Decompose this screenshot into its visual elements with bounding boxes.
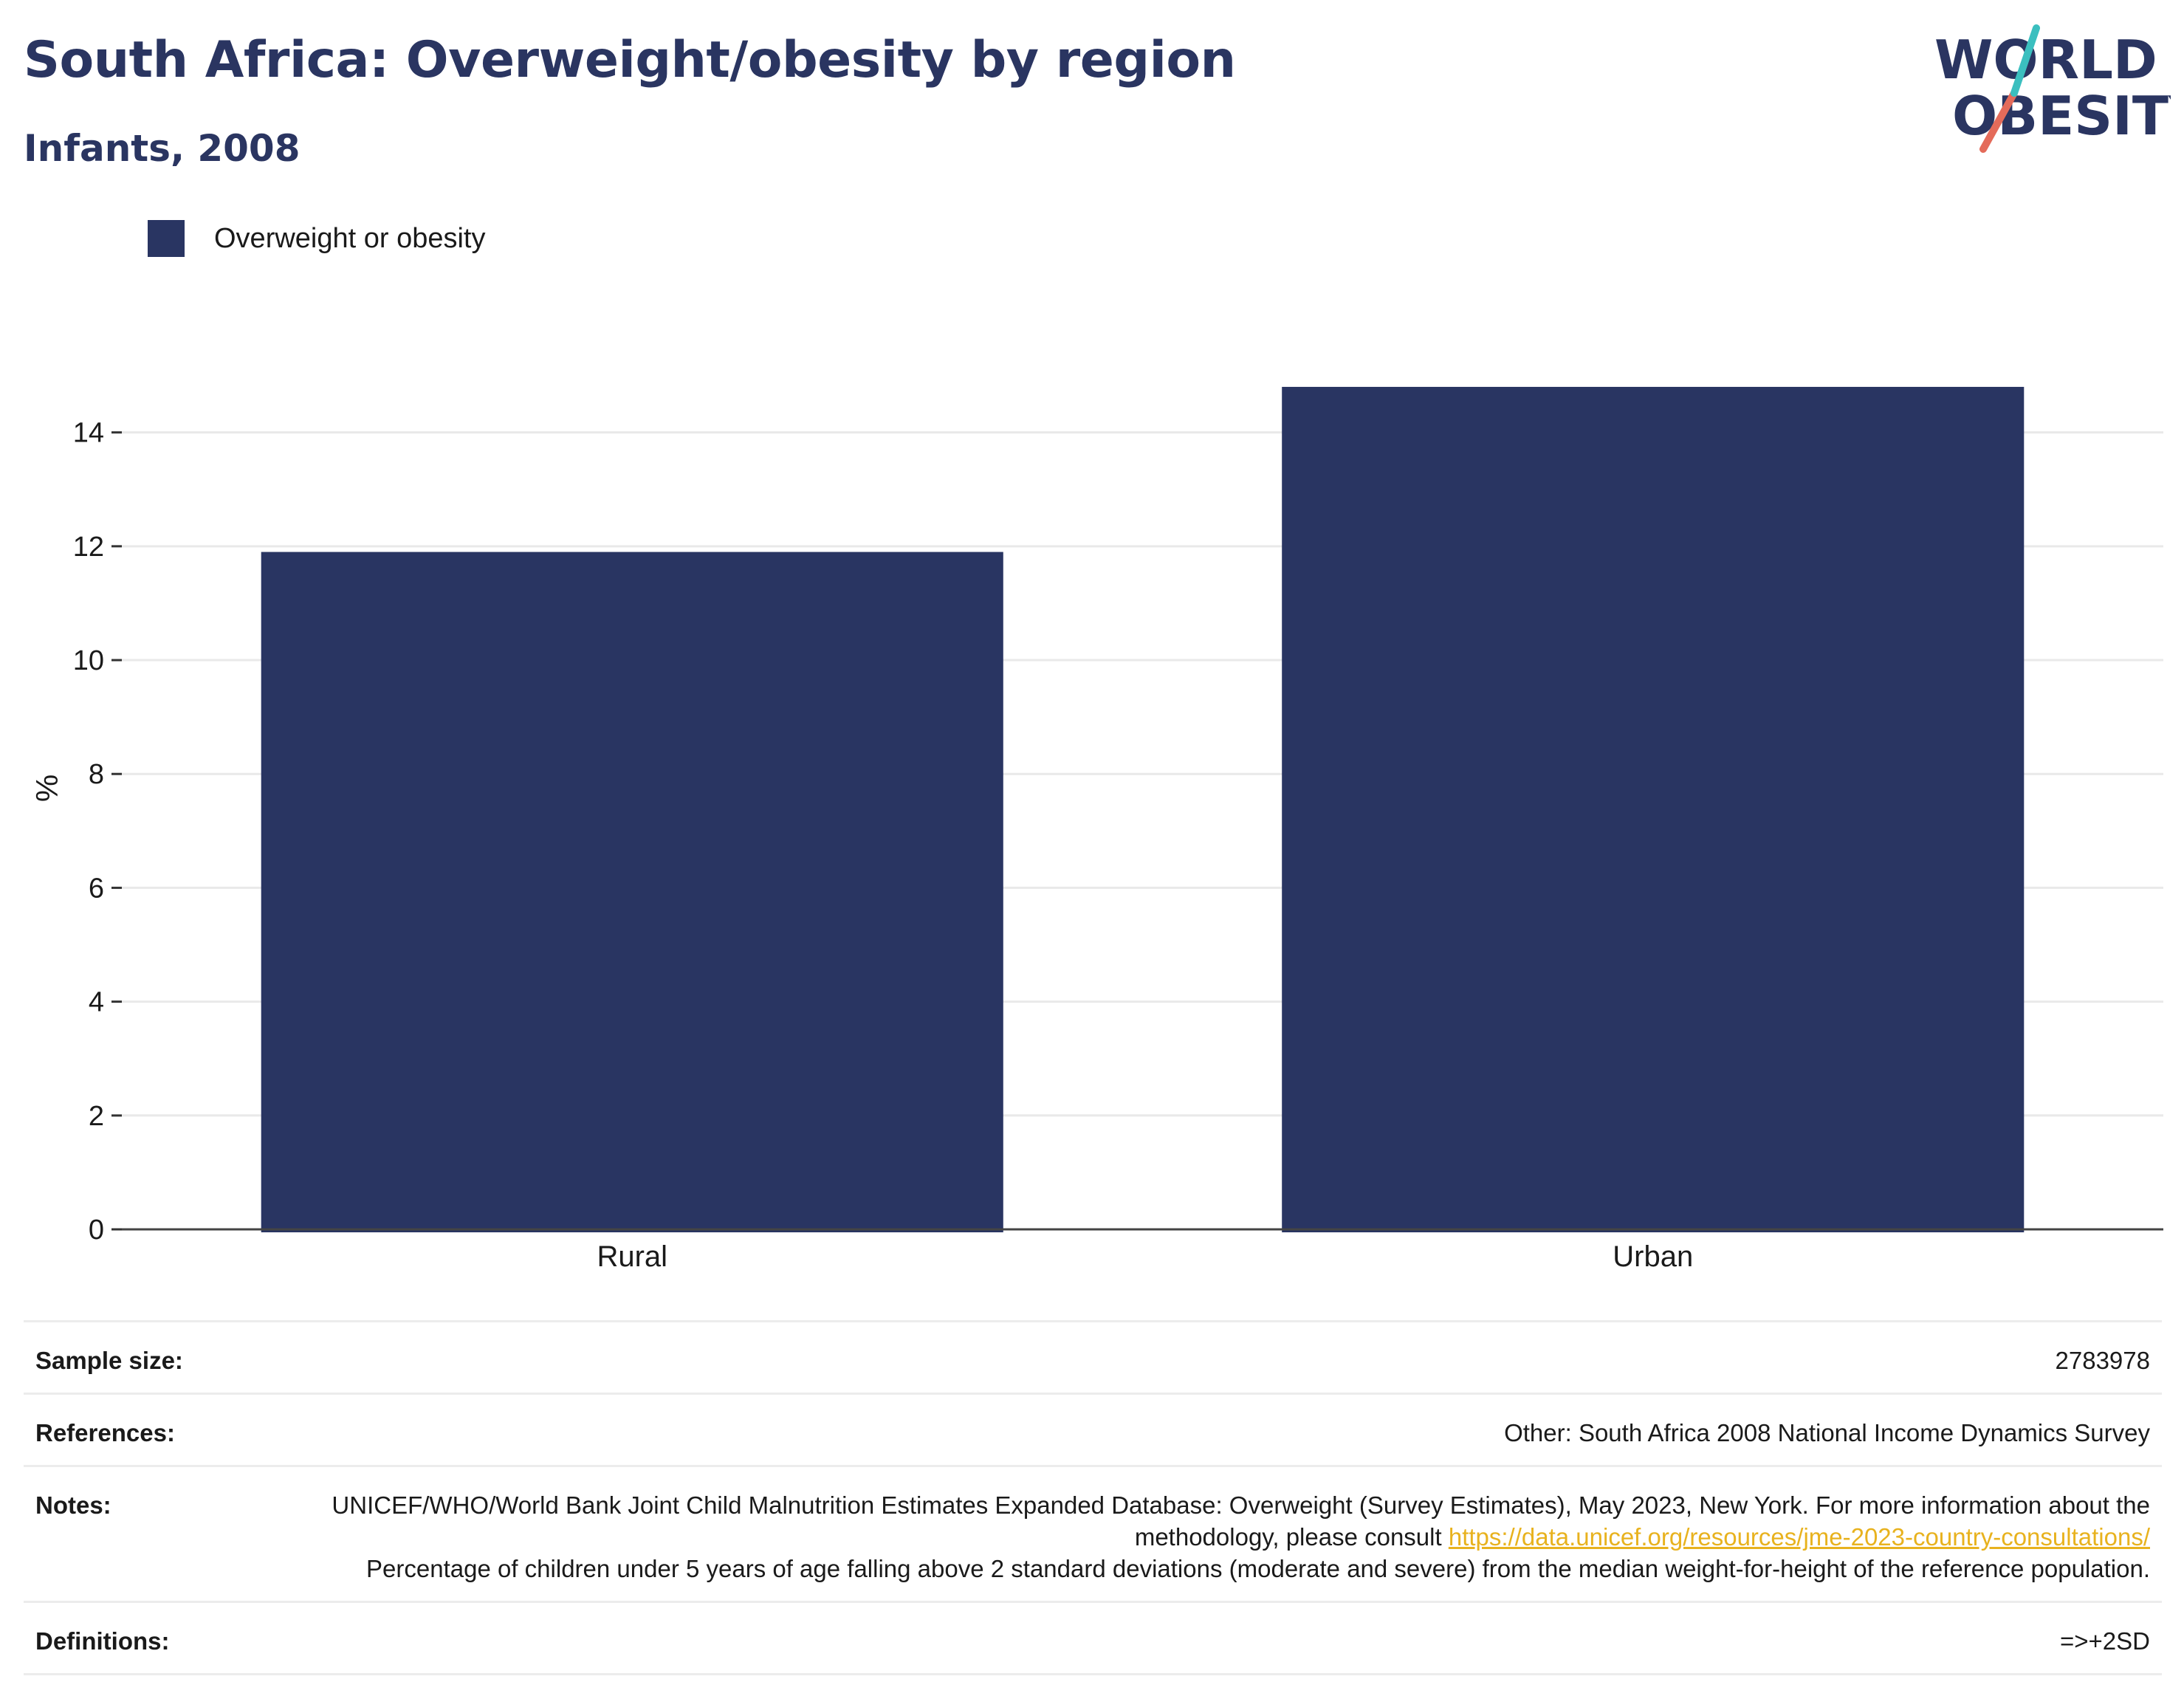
logo-line2: OBESITY <box>1952 85 2171 147</box>
notes-text: UNICEF/WHO/World Bank Joint Child Malnut… <box>332 1491 2150 1551</box>
notes-value: UNICEF/WHO/World Bank Joint Child Malnut… <box>230 1489 2150 1585</box>
page-title: South Africa: Overweight/obesity by regi… <box>24 31 1236 89</box>
y-tick-label: 8 <box>89 759 104 790</box>
y-axis-label: % <box>30 775 64 802</box>
logo-slash-teal <box>2010 24 2040 97</box>
legend-swatch <box>148 220 185 257</box>
metadata-table: Sample size: 2783978 References: Other: … <box>24 1320 2162 1675</box>
y-tick-label: 14 <box>73 418 104 449</box>
bar-rural <box>261 552 1003 1232</box>
legend-label: Overweight or obesity <box>214 222 486 254</box>
definitions-value: =>+2SD <box>2059 1627 2150 1655</box>
x-tick-label: Rural <box>597 1240 667 1273</box>
y-tick-label: 2 <box>89 1101 104 1132</box>
methodology-link[interactable]: https://data.unicef.org/resources/jme-20… <box>1448 1523 2150 1551</box>
sample-size-value: 2783978 <box>2055 1347 2150 1374</box>
chart-legend: Overweight or obesity <box>148 220 486 257</box>
definitions-row: Definitions: =>+2SD <box>24 1601 2162 1675</box>
references-value: Other: South Africa 2008 National Income… <box>1504 1419 2150 1446</box>
sample-size-row: Sample size: 2783978 <box>24 1320 2162 1393</box>
bar-urban <box>1282 386 2025 1232</box>
notes-definition-text: Percentage of children under 5 years of … <box>366 1555 2150 1582</box>
notes-row: Notes: UNICEF/WHO/World Bank Joint Child… <box>24 1465 2162 1601</box>
y-tick-label: 10 <box>73 645 104 676</box>
y-tick-label: 0 <box>89 1215 104 1246</box>
sample-size-label: Sample size: <box>35 1347 183 1374</box>
definitions-label: Definitions: <box>35 1627 170 1655</box>
references-label: References: <box>35 1419 175 1446</box>
references-row: References: Other: South Africa 2008 Nat… <box>24 1393 2162 1465</box>
logo-slash-coral <box>1979 89 2018 153</box>
y-tick-label: 4 <box>89 987 104 1018</box>
page-subtitle: Infants, 2008 <box>24 127 301 170</box>
y-tick-label: 12 <box>73 532 104 563</box>
logo-line1: WORLD <box>1934 29 2157 91</box>
y-tick-label: 6 <box>89 873 104 904</box>
bar-chart: 0 2 4 6 8 10 12 14% Rural Urban <box>30 386 2163 1273</box>
x-tick-label: Urban <box>1613 1240 1693 1273</box>
world-obesity-logo: WORLD OBESITY <box>1934 24 2171 153</box>
notes-label: Notes: <box>35 1491 111 1519</box>
